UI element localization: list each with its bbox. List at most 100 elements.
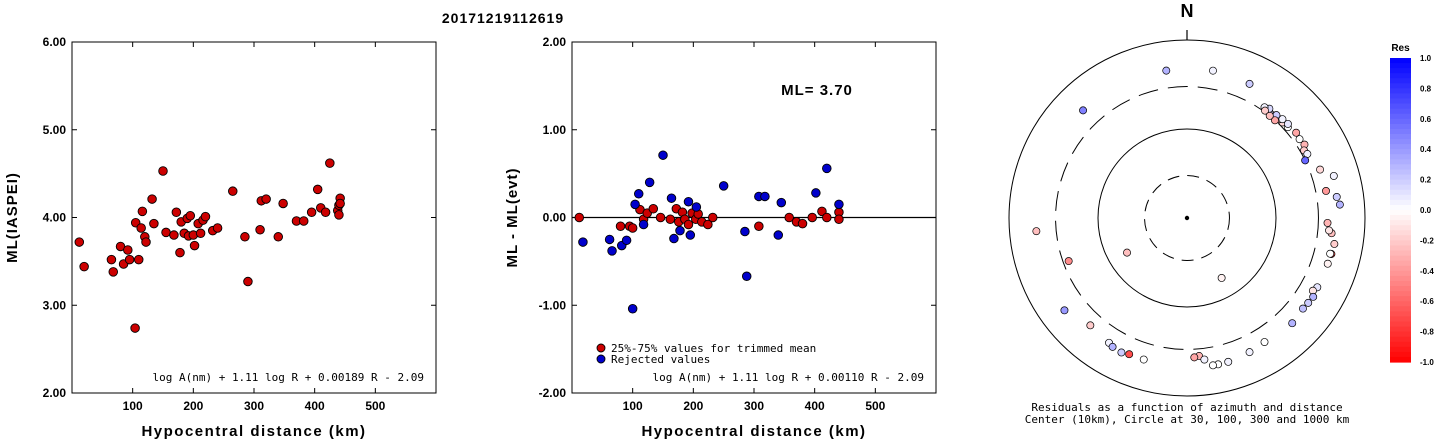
data-point <box>644 177 655 188</box>
x-axis-label: Hypocentral distance (km) <box>141 423 366 440</box>
station-point <box>1060 306 1069 315</box>
data-point <box>137 206 148 217</box>
colorbar-segment <box>1390 164 1411 171</box>
colorbar-segment <box>1390 93 1411 100</box>
station-point <box>1064 257 1073 266</box>
data-point <box>615 221 626 232</box>
colorbar-segment <box>1390 189 1411 196</box>
legend-marker <box>596 343 606 353</box>
x-tick-label: 500 <box>865 399 885 413</box>
y-tick-label: 5.00 <box>43 123 67 137</box>
y-tick-label: -2.00 <box>539 386 567 400</box>
y-tick-label: -1.00 <box>539 298 567 312</box>
colorbar-tick-label: -1.0 <box>1420 358 1434 367</box>
station-point <box>1108 342 1117 351</box>
station-point <box>1209 361 1217 370</box>
station-point <box>1260 338 1269 346</box>
station-point <box>1329 171 1338 180</box>
station-point <box>1190 353 1199 362</box>
station-point <box>1325 226 1333 235</box>
data-point <box>740 226 750 237</box>
colorbar-segment <box>1390 204 1411 211</box>
colorbar-segment <box>1390 83 1411 89</box>
data-point <box>312 184 323 195</box>
data-point <box>718 181 729 191</box>
caption-line-1: Residuals as a function of azimuth and d… <box>1031 401 1342 414</box>
colorbar-segment <box>1390 225 1411 231</box>
station-point <box>1224 357 1233 366</box>
station-point <box>1086 321 1095 330</box>
colorbar-segment <box>1390 351 1411 358</box>
colorbar-tick-label: 0.6 <box>1420 115 1432 124</box>
colorbar-segment <box>1390 346 1411 353</box>
colorbar-tick-label: -0.4 <box>1420 267 1434 276</box>
data-point <box>621 235 632 246</box>
colorbar-segment <box>1390 134 1411 140</box>
colorbar-segment <box>1390 108 1411 115</box>
station-point <box>1298 304 1307 313</box>
colorbar-segment <box>1390 260 1411 267</box>
station-point <box>1316 165 1325 174</box>
epicenter-marker <box>1184 215 1190 221</box>
colorbar-segment <box>1390 316 1411 323</box>
x-tick-label: 300 <box>744 399 764 413</box>
data-point <box>741 271 752 282</box>
data-point <box>243 276 253 287</box>
colorbar-segment <box>1390 78 1411 84</box>
data-point <box>773 230 784 240</box>
data-point <box>189 240 200 251</box>
colorbar-segment <box>1390 63 1411 69</box>
data-point <box>200 211 211 222</box>
data-point <box>74 237 85 247</box>
data-point <box>817 206 827 217</box>
colorbar-segment <box>1390 184 1411 191</box>
station-point <box>1032 227 1041 236</box>
colorbar-segment <box>1390 331 1411 338</box>
data-point <box>784 212 794 223</box>
y-tick-label: 1.00 <box>543 123 567 137</box>
formula-label: log A(nm) + 1.11 log R + 0.00110 R - 2.0… <box>652 371 924 384</box>
station-point <box>1123 248 1131 257</box>
caption-line-2: Center (10km), Circle at 30, 100, 300 an… <box>1025 413 1350 426</box>
x-axis-label: Hypocentral distance (km) <box>641 423 866 440</box>
colorbar-segment <box>1390 215 1411 221</box>
data-point <box>578 237 588 247</box>
data-point <box>306 207 317 217</box>
data-point <box>278 198 288 209</box>
data-point <box>604 234 615 245</box>
x-tick-label: 200 <box>683 399 703 413</box>
data-point <box>147 194 157 204</box>
colorbar-segment <box>1390 265 1411 272</box>
colorbar-tick-label: -0.2 <box>1420 236 1434 245</box>
data-point <box>807 212 817 223</box>
station-point <box>1326 249 1335 258</box>
colorbar-segment <box>1390 275 1411 282</box>
data-point <box>760 191 770 202</box>
x-tick-label: 100 <box>123 399 143 413</box>
colorbar-segment <box>1390 270 1411 277</box>
colorbar-segment <box>1390 103 1411 110</box>
data-point <box>273 232 284 242</box>
data-point <box>325 158 335 168</box>
colorbar-segment <box>1390 179 1411 186</box>
x-tick-label: 300 <box>244 399 264 413</box>
data-point <box>811 188 821 198</box>
data-point <box>149 218 159 229</box>
station-point <box>1200 355 1209 364</box>
data-point <box>627 304 638 314</box>
ring-300km <box>1055 86 1319 350</box>
data-point <box>691 202 702 212</box>
x-tick-label: 100 <box>623 399 643 413</box>
data-point <box>707 212 718 223</box>
data-point <box>666 193 677 203</box>
data-point <box>255 225 265 235</box>
colorbar-segment <box>1390 250 1411 257</box>
colorbar-segment <box>1390 139 1411 145</box>
data-point <box>130 323 140 333</box>
colorbar-segment <box>1390 58 1411 64</box>
residual-vs-distance-panel: 100 200 300 400 500 -2.00 -1.00 0.00 1.00 2.00 Hyp… <box>504 35 937 440</box>
y-tick-label: 2.00 <box>43 386 67 400</box>
colorbar-tick-label: -0.6 <box>1420 297 1434 306</box>
data-point <box>834 214 844 225</box>
station-point <box>1323 259 1332 268</box>
